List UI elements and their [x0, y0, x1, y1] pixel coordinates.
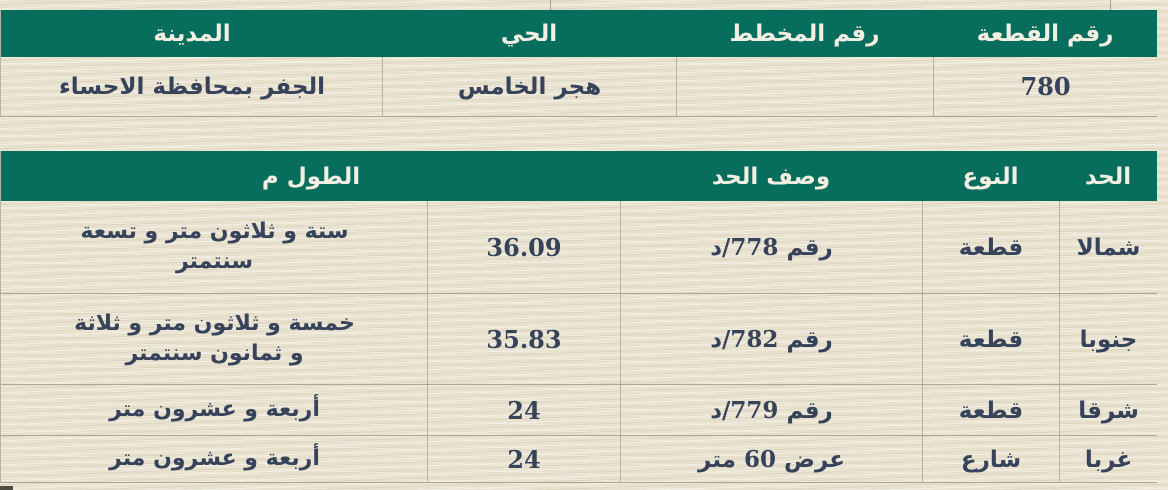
clipped-element-below-remnant: [0, 486, 13, 490]
length-words-text: ستة و ثلاثون متر و تسعة سنتمتر: [80, 218, 349, 274]
plot-number-value: 780: [933, 57, 1157, 116]
length-words-value: خمسة و ثلاثون متر و ثلاثة و ثمانون سنتمت…: [2, 294, 427, 384]
col-header-side: الحد: [1084, 162, 1132, 190]
plan-number-value: [676, 57, 933, 116]
description-value: رقم 779/د: [620, 385, 922, 435]
type-value: شارع: [922, 436, 1059, 482]
length-words-text: أربعة و عشرون متر: [109, 445, 320, 472]
city-value: الجفر بمحافظة الاحساء: [58, 73, 326, 100]
boundary-row-north: شمالا قطعة رقم 778/د 36.09 ستة و ثلاثون …: [1, 201, 1157, 294]
type-value: قطعة: [922, 294, 1059, 384]
col-header-plot-number: رقم القطعة: [976, 20, 1114, 47]
side-value: شرقا: [1059, 385, 1157, 435]
boundaries-table: الحد النوع وصف الحد الطول م شمالا قطعة ر…: [0, 151, 1157, 483]
length-value: 35.83: [427, 294, 620, 384]
boundary-row-west: غربا شارع عرض 60 متر 24 أربعة و عشرون مت…: [1, 436, 1157, 483]
side-value: شمالا: [1059, 201, 1157, 293]
type-value: قطعة: [922, 385, 1059, 435]
col-header-type: النوع: [962, 162, 1019, 190]
description-value: رقم 782/د: [620, 294, 922, 384]
parcel-info-row: 780 هجر الخامس الجفر بمحافظة الاحساء: [1, 57, 1157, 117]
length-value: 24: [427, 436, 620, 482]
col-header-plan-number: رقم المخطط: [729, 20, 880, 47]
col-header-city: المدينة: [153, 20, 231, 47]
length-value: 24: [427, 385, 620, 435]
length-words-value: أربعة و عشرون متر: [2, 436, 427, 482]
length-words-text: أربعة و عشرون متر: [109, 396, 320, 423]
parcel-info-header-row: رقم القطعة رقم المخطط الحي المدينة: [1, 10, 1157, 57]
remnant-divider-line: [1110, 0, 1111, 10]
col-header-district: الحي: [500, 20, 558, 47]
boundary-row-south: جنوبا قطعة رقم 782/د 35.83 خمسة و ثلاثون…: [1, 294, 1157, 385]
description-value: عرض 60 متر: [620, 436, 922, 482]
side-value: جنوبا: [1059, 294, 1157, 384]
side-value: غربا: [1059, 436, 1157, 482]
length-words-text: خمسة و ثلاثون متر و ثلاثة و ثمانون سنتمت…: [74, 310, 355, 366]
type-value: قطعة: [922, 201, 1059, 293]
length-words-value: أربعة و عشرون متر: [2, 385, 427, 435]
district-value: هجر الخامس: [382, 57, 676, 116]
clipped-table-above-remnant: [0, 0, 1168, 10]
length-value: 36.09: [427, 201, 620, 293]
boundaries-header-row: الحد النوع وصف الحد الطول م: [1, 151, 1157, 201]
col-header-description: وصف الحد: [711, 162, 831, 190]
col-header-length-m: الطول م: [261, 162, 361, 190]
remnant-divider-line: [550, 0, 551, 10]
tables-gap: [0, 117, 1168, 151]
boundary-row-east: شرقا قطعة رقم 779/د 24 أربعة و عشرون متر: [1, 385, 1157, 436]
length-words-value: ستة و ثلاثون متر و تسعة سنتمتر: [2, 201, 427, 293]
description-value: رقم 778/د: [620, 201, 922, 293]
parcel-info-table: رقم القطعة رقم المخطط الحي المدينة 780 ه…: [0, 10, 1157, 117]
